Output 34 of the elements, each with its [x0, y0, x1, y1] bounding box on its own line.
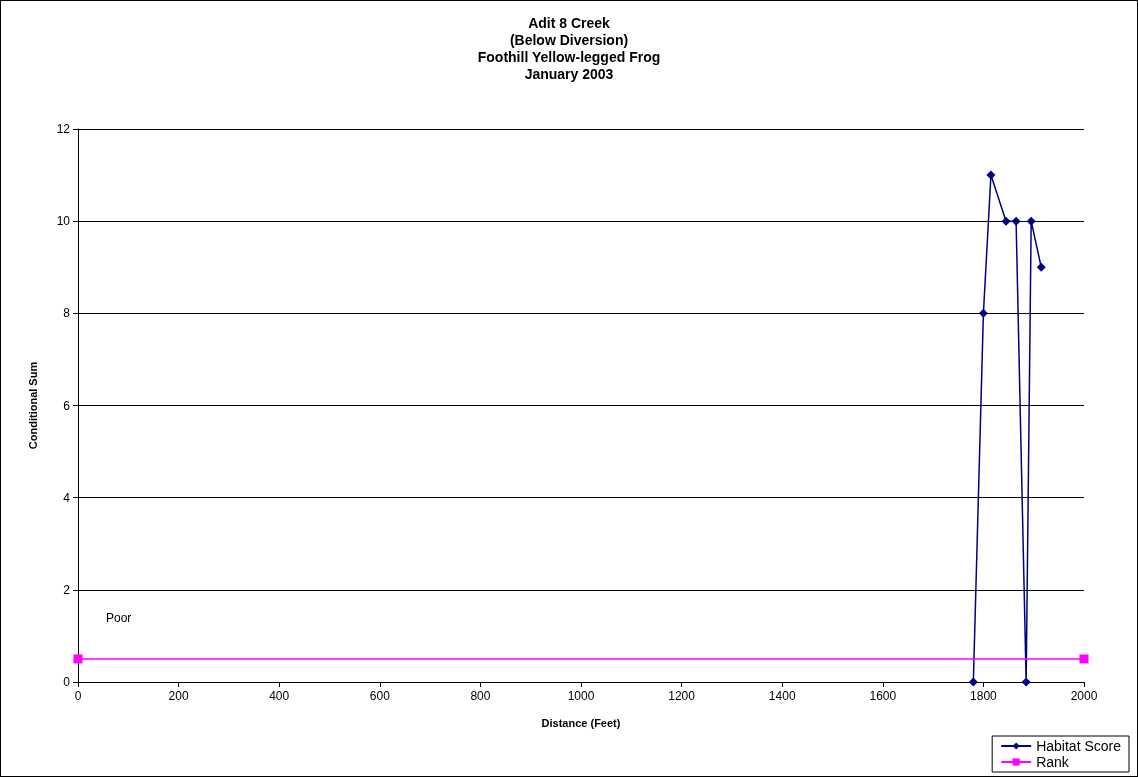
x-tick-label: 600: [369, 689, 391, 703]
point: [1026, 216, 1036, 226]
y-tick-label: 4: [63, 490, 71, 505]
x-axis-title: Distance (Feet): [541, 716, 621, 729]
y-tick-label: 10: [56, 214, 71, 229]
point: [1036, 262, 1046, 272]
point: [1001, 216, 1011, 226]
point: [986, 170, 996, 180]
y-axis-title: Conditional Sum: [26, 361, 39, 450]
x-tick-label: 800: [470, 689, 491, 703]
x-tick-label: 1400: [768, 689, 796, 703]
y-tick-label: 12: [56, 122, 71, 136]
x-tick-label: 400: [269, 689, 290, 703]
y-tick-label: 8: [63, 306, 71, 321]
x-tick-label: 2000: [1070, 689, 1098, 703]
y-tick-label: 6: [63, 398, 71, 413]
point: [968, 677, 978, 687]
x-tick-label: 200: [168, 689, 189, 703]
y-tick-label: 0: [63, 675, 71, 689]
point: [978, 308, 988, 318]
annotation: Poor: [106, 611, 132, 625]
x-tick-label: 1000: [567, 689, 595, 703]
point: [73, 654, 83, 664]
chart-title: Adit 8 Creek (Below Diversion) Foothill Yellow-legged Frog January 2003: [477, 14, 661, 82]
point: [1079, 654, 1089, 664]
point: [1011, 216, 1021, 226]
point: [1021, 677, 1031, 687]
x-tick-label: 0: [74, 689, 82, 703]
legend-label: Rank: [1036, 754, 1070, 770]
y-tick-label: 2: [63, 582, 71, 597]
x-tick-label: 1200: [668, 689, 696, 703]
x-tick-label: 1600: [869, 689, 897, 703]
x-tick-label: 1800: [970, 689, 998, 703]
legend-label: Habitat Score: [1036, 738, 1122, 754]
